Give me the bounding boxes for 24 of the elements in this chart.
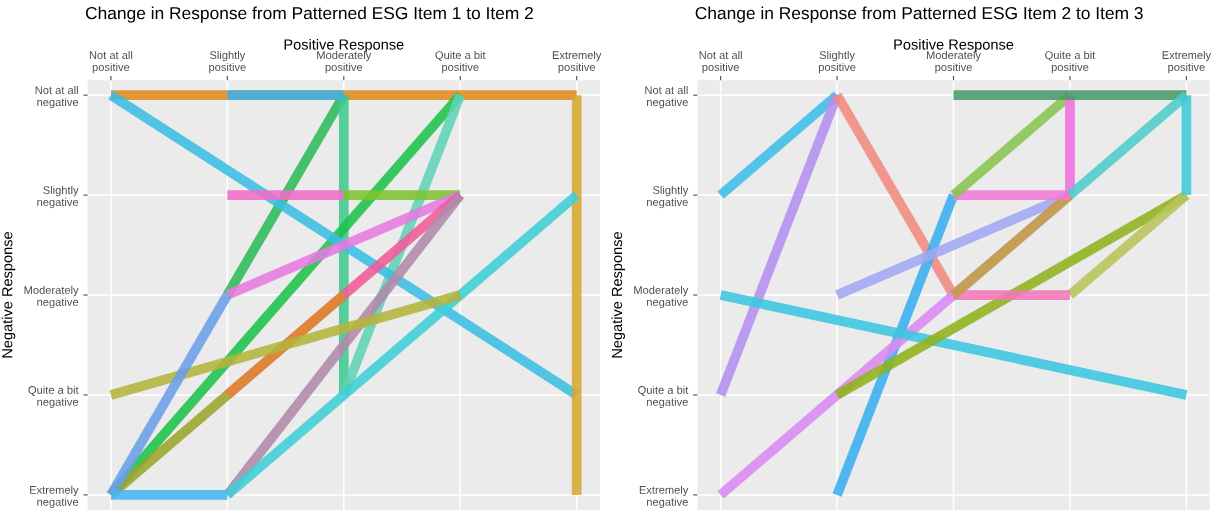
chart-title: Change in Response from Patterned ESG Item 2 to Item 3 [695, 6, 1143, 23]
y-axis-title: Negative Response [1, 232, 16, 358]
x-tick-label: Slightly positive [818, 50, 856, 74]
x-tick-label: Moderately positive [317, 50, 372, 74]
category-label: Quite a bit negative [28, 385, 79, 409]
chart-title: Change in Response from Patterned ESG Item 1 to Item 2 [85, 6, 533, 23]
category-label: Extremely negative [30, 485, 79, 509]
category-label: Not at all negative [35, 85, 79, 109]
x-tick-label: Not at all positive [699, 50, 742, 74]
category-label: Slightly negative [37, 185, 79, 209]
x-tick-label: Quite a bit positive [435, 50, 486, 74]
x-tick-label: Not at all positive [89, 50, 133, 74]
x-tick-label: Extremely positive [552, 50, 602, 74]
x-tick-label: Quite a bit positive [1045, 50, 1096, 74]
category-label: Extremely negative [639, 485, 689, 509]
category-label: Not at all negative [645, 85, 688, 109]
category-label: Slightly negative [647, 185, 689, 209]
x-tick-label: Moderately positive [926, 50, 981, 74]
category-label: Moderately negative [24, 285, 79, 309]
x-tick-label: Slightly positive [209, 50, 246, 74]
y-axis-title: Negative Response [611, 232, 626, 358]
category-label: Moderately negative [634, 285, 689, 309]
x-tick-label: Extremely positive [1162, 50, 1212, 74]
category-label: Quite a bit negative [638, 385, 689, 409]
